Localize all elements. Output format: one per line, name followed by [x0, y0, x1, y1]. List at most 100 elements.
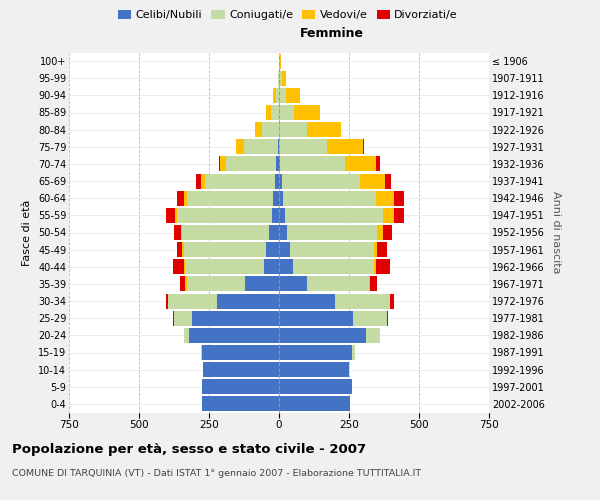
Bar	[283, 190, 376, 206]
Y-axis label: Anni di nascita: Anni di nascita	[551, 191, 562, 274]
Bar	[226, 156, 276, 172]
Bar	[374, 242, 377, 257]
Bar	[272, 208, 279, 223]
Bar	[360, 174, 385, 188]
Bar	[196, 174, 200, 188]
Bar	[177, 190, 184, 206]
Bar	[326, 139, 363, 154]
Y-axis label: Fasce di età: Fasce di età	[22, 200, 32, 266]
Bar	[236, 139, 244, 154]
Bar	[177, 242, 182, 257]
Bar	[376, 190, 394, 206]
Bar	[282, 70, 286, 86]
Bar	[245, 276, 279, 291]
Bar	[377, 225, 383, 240]
Bar	[295, 105, 320, 120]
Bar	[184, 259, 185, 274]
Bar	[278, 70, 279, 86]
Bar	[187, 276, 245, 291]
Bar	[275, 88, 279, 103]
Bar	[184, 328, 190, 343]
Bar	[279, 122, 307, 137]
Bar	[279, 362, 349, 377]
Bar	[181, 225, 182, 240]
Bar	[202, 379, 279, 394]
Bar	[266, 105, 271, 120]
Bar	[205, 174, 275, 188]
Bar	[394, 208, 404, 223]
Bar	[279, 276, 307, 291]
Bar	[278, 139, 279, 154]
Bar	[192, 310, 279, 326]
Bar	[185, 276, 187, 291]
Bar	[185, 259, 263, 274]
Bar	[366, 328, 380, 343]
Bar	[376, 259, 389, 274]
Bar	[184, 190, 187, 206]
Bar	[275, 174, 279, 188]
Bar	[279, 294, 335, 308]
Bar	[184, 242, 266, 257]
Bar	[293, 259, 374, 274]
Bar	[279, 225, 287, 240]
Bar	[383, 225, 392, 240]
Bar	[286, 88, 300, 103]
Bar	[279, 139, 326, 154]
Bar	[274, 88, 275, 103]
Legend: Celibi/Nubili, Coniugati/e, Vedovi/e, Divorziati/e: Celibi/Nubili, Coniugati/e, Vedovi/e, Di…	[113, 6, 463, 25]
Bar	[279, 174, 282, 188]
Bar	[271, 105, 279, 120]
Bar	[269, 225, 279, 240]
Bar	[175, 208, 177, 223]
Bar	[266, 242, 279, 257]
Bar	[174, 310, 192, 326]
Bar	[287, 225, 377, 240]
Bar	[279, 105, 295, 120]
Bar	[280, 54, 281, 68]
Bar	[179, 276, 185, 291]
Bar	[219, 156, 220, 172]
Bar	[182, 225, 269, 240]
Bar	[200, 174, 205, 188]
Bar	[394, 190, 404, 206]
Bar	[335, 294, 389, 308]
Bar	[352, 345, 355, 360]
Bar	[368, 276, 370, 291]
Bar	[345, 156, 376, 172]
Text: COMUNE DI TARQUINIA (VT) - Dati ISTAT 1° gennaio 2007 - Elaborazione TUTTITALIA.: COMUNE DI TARQUINIA (VT) - Dati ISTAT 1°…	[12, 469, 421, 478]
Bar	[276, 156, 279, 172]
Bar	[174, 225, 181, 240]
Bar	[173, 259, 184, 274]
Bar	[274, 190, 279, 206]
Bar	[217, 294, 279, 308]
Bar	[166, 208, 175, 223]
Bar	[385, 174, 391, 188]
Bar	[279, 310, 353, 326]
Bar	[263, 259, 279, 274]
Bar	[182, 242, 184, 257]
Bar	[187, 190, 274, 206]
Bar	[279, 396, 350, 411]
Bar	[389, 294, 394, 308]
Bar	[203, 362, 279, 377]
Bar	[376, 156, 380, 172]
Bar	[262, 122, 279, 137]
Bar	[244, 139, 278, 154]
Text: Femmine: Femmine	[299, 27, 364, 40]
Bar	[290, 242, 374, 257]
Bar	[166, 294, 169, 308]
Bar	[279, 328, 366, 343]
Bar	[279, 208, 284, 223]
Bar	[363, 139, 364, 154]
Bar	[383, 208, 394, 223]
Bar	[279, 242, 290, 257]
Bar	[307, 276, 368, 291]
Bar	[284, 208, 383, 223]
Bar	[202, 396, 279, 411]
Bar	[177, 208, 272, 223]
Bar	[374, 259, 376, 274]
Bar	[279, 259, 293, 274]
Text: Popolazione per età, sesso e stato civile - 2007: Popolazione per età, sesso e stato civil…	[12, 442, 366, 456]
Bar	[279, 156, 280, 172]
Bar	[200, 345, 202, 360]
